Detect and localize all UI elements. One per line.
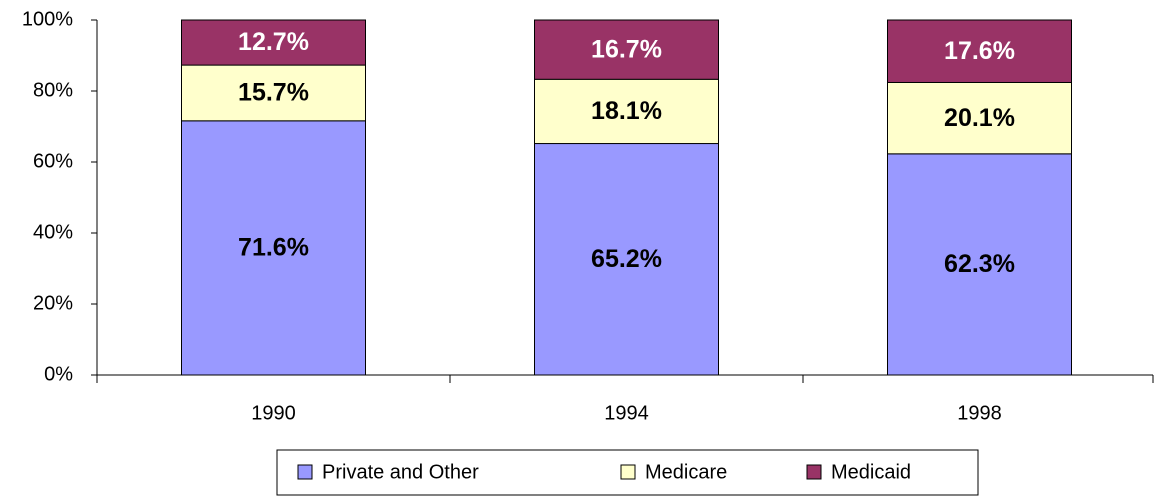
bar-segment: [534, 78, 719, 145]
y-tick-label: 80%: [33, 79, 73, 101]
bar-segment: [181, 64, 366, 122]
bar-segment: [887, 19, 1072, 83]
legend-swatch: [297, 464, 313, 480]
bar-segment: [181, 19, 366, 66]
y-tick-label: 100%: [22, 8, 73, 30]
x-tick-label: 1990: [251, 402, 296, 424]
y-tick-label: 0%: [44, 363, 73, 385]
value-label: 12.7%: [238, 28, 309, 56]
value-label: 71.6%: [238, 234, 309, 262]
value-label: 18.1%: [591, 97, 662, 125]
legend-label: Medicare: [645, 461, 727, 483]
value-label: 65.2%: [591, 245, 662, 273]
legend-label: Medicaid: [831, 461, 911, 483]
value-label: 15.7%: [238, 79, 309, 107]
bar-segment: [887, 81, 1072, 155]
x-tick-label: 1998: [957, 402, 1002, 424]
value-label: 62.3%: [944, 250, 1015, 278]
legend-swatch: [620, 464, 636, 480]
value-label: 17.6%: [944, 37, 1015, 65]
y-tick-label: 40%: [33, 221, 73, 243]
value-label: 20.1%: [944, 104, 1015, 132]
legend-label: Private and Other: [322, 461, 479, 483]
x-tick-label: 1994: [604, 402, 649, 424]
value-label: 16.7%: [591, 35, 662, 63]
bar-segment: [534, 19, 719, 80]
y-tick-label: 20%: [33, 292, 73, 314]
legend-swatch: [806, 464, 822, 480]
bar-segment: [181, 120, 366, 376]
y-tick-label: 60%: [33, 150, 73, 172]
bar-segment: [887, 153, 1072, 376]
